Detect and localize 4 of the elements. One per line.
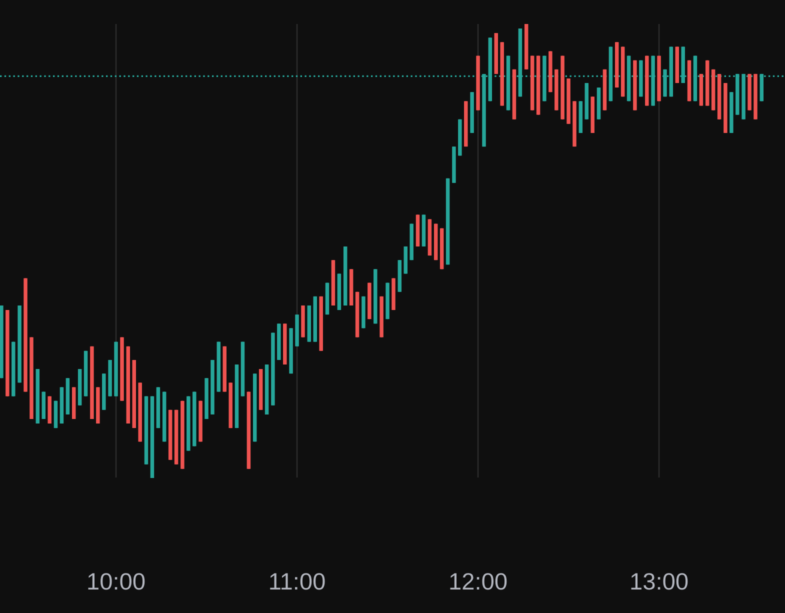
x-tick-label: 12:00 (450, 573, 507, 590)
x-tick-label: 11:00 (270, 573, 325, 590)
x-tick-label: 13:00 (631, 573, 688, 590)
x-tick-label: 10:00 (88, 573, 145, 590)
